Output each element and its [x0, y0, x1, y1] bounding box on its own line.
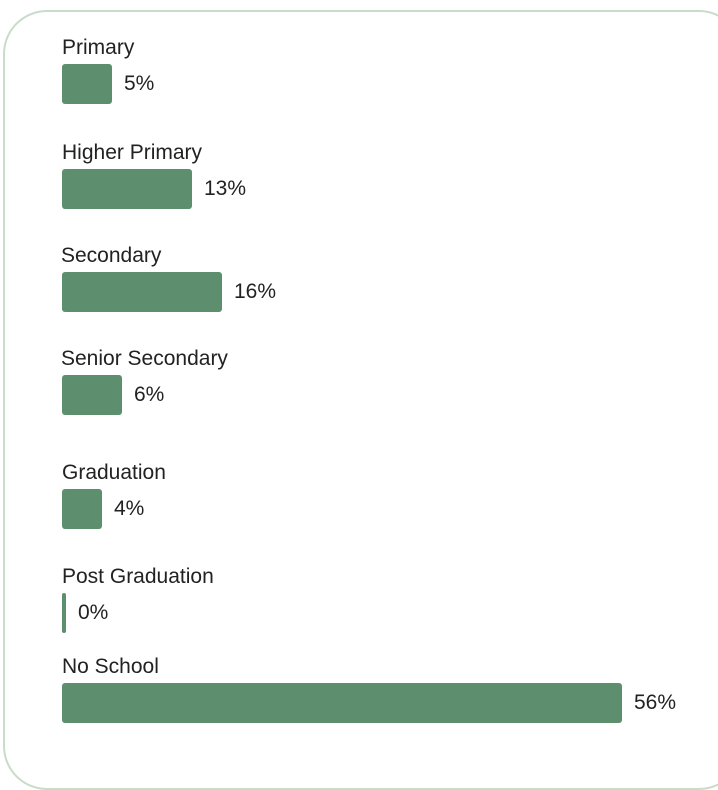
- bar: [62, 272, 222, 312]
- value-label: 6%: [134, 383, 165, 406]
- value-label: 5%: [124, 72, 155, 95]
- category-label: No School: [62, 655, 159, 678]
- bar: [62, 593, 66, 633]
- bar: [62, 683, 622, 723]
- category-label: Graduation: [62, 461, 166, 484]
- category-label: Higher Primary: [62, 141, 203, 164]
- chart-card: [3, 10, 718, 790]
- bar: [62, 169, 192, 209]
- bar: [62, 489, 102, 529]
- value-label: 13%: [204, 177, 247, 200]
- bar: [62, 375, 122, 415]
- category-label: Primary: [62, 36, 135, 59]
- category-label: Secondary: [61, 244, 162, 267]
- category-label: Senior Secondary: [61, 347, 228, 370]
- value-label: 4%: [114, 497, 145, 520]
- category-label: Post Graduation: [62, 565, 214, 588]
- value-label: 56%: [634, 691, 677, 714]
- value-label: 16%: [234, 280, 277, 303]
- bar: [62, 64, 112, 104]
- value-label: 0%: [78, 601, 109, 624]
